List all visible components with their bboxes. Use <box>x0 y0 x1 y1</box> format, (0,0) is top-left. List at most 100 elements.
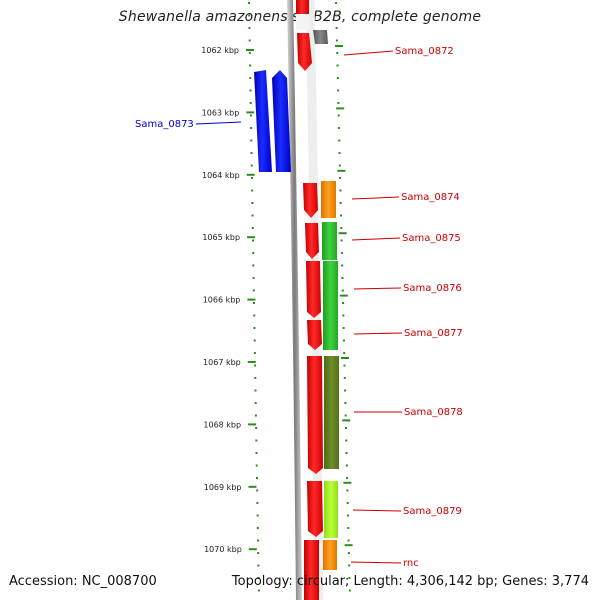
minor-tick-dot-left <box>256 514 259 517</box>
minor-tick-dot-right <box>338 152 341 154</box>
gene-label-sama-0879[interactable]: Sama_0879 <box>403 506 462 517</box>
minor-tick-dot-left <box>249 102 252 104</box>
gene-feature-sama-0879 <box>307 481 323 537</box>
leader-sama-0873 <box>195 121 242 125</box>
gene-label-leaders <box>195 50 403 564</box>
minor-tick-dot-left <box>253 314 256 317</box>
minor-tick-dot-right <box>341 277 344 279</box>
kbp-tick-label: 1064 kbp <box>202 171 240 180</box>
minor-tick-dot-right <box>335 27 338 29</box>
minor-tick-dot-left <box>252 277 255 279</box>
gene-feature-sama-0878 <box>307 356 323 474</box>
minor-tick-dot-right <box>339 177 342 179</box>
minor-tick-dot-left <box>255 464 258 467</box>
minor-tick-dot-right <box>337 102 340 104</box>
gene-feature-sama-0875 <box>305 223 319 259</box>
kbp-tick-label: 1065 kbp <box>202 233 240 242</box>
minor-tick-dot-left <box>251 239 254 242</box>
minor-tick-dot-right <box>345 452 348 454</box>
gene-feature-upstream-gap <box>296 14 309 30</box>
gene-label-sama-0873[interactable]: Sama_0873 <box>135 119 194 130</box>
minor-tick-dot-left <box>250 177 253 179</box>
minor-tick-dot-left <box>248 39 251 42</box>
genome-backbone <box>287 0 302 600</box>
minor-tick-dot-left <box>255 452 258 454</box>
minor-tick-dot-right <box>347 514 350 517</box>
cog-feature-orange-2 <box>323 540 337 570</box>
gene-label-sama-0877[interactable]: Sama_0877 <box>404 328 463 339</box>
kbp-tick-label: 1062 kbp <box>201 46 239 55</box>
minor-tick-dot-right <box>347 552 350 554</box>
minor-tick-dot-left <box>257 589 260 592</box>
minor-tick-dot-right <box>343 352 346 354</box>
minor-tick-dot-left <box>252 264 255 267</box>
minor-tick-dot-left <box>251 189 254 192</box>
minor-tick-dot-left <box>254 389 257 392</box>
minor-tick-dot-left <box>248 27 251 29</box>
minor-tick-dot-left <box>257 564 260 567</box>
minor-tick-dot-left <box>251 214 254 217</box>
gene-label-sama-0875[interactable]: Sama_0875 <box>402 233 461 244</box>
minor-tick-dot-right <box>342 327 345 329</box>
minor-tick-dot-left <box>250 139 253 142</box>
leader-sama-0877 <box>353 332 403 335</box>
minor-tick-dot-left <box>251 227 254 229</box>
minor-tick-dot-right <box>348 577 351 579</box>
gene-label-rnc[interactable]: rnc <box>403 558 419 569</box>
minor-tick-dot-left <box>251 202 254 204</box>
gene-label-sama-0874[interactable]: Sama_0874 <box>401 192 460 203</box>
minor-tick-dot-right <box>343 364 346 367</box>
minor-tick-dot-right <box>341 264 344 267</box>
minor-tick-dot-right <box>344 402 347 404</box>
gene-labels: Sama_0872 Sama_0873 Sama_0874 Sama_0875 … <box>135 46 463 569</box>
minor-tick-dot-left <box>253 339 256 342</box>
minor-tick-dot-left <box>256 527 259 529</box>
minor-tick-dot-right <box>335 14 338 17</box>
gene-feature-sama-0877 <box>307 320 322 350</box>
minor-tick-dot-left <box>252 252 255 254</box>
minor-tick-dot-right <box>346 502 349 504</box>
cog-feature-olive <box>324 356 339 469</box>
kbp-tick-label: 1066 kbp <box>203 296 241 305</box>
minor-tick-dot-right <box>347 539 350 542</box>
minor-tick-dot-left <box>249 64 252 67</box>
minor-tick-dot-right <box>338 139 341 142</box>
minor-tick-dot-right <box>335 2 338 4</box>
minor-tick-dot-right <box>342 314 345 317</box>
minor-tick-dot-right <box>340 227 343 229</box>
minor-tick-dot-right <box>336 77 339 79</box>
gene-label-sama-0872[interactable]: Sama_0872 <box>395 46 454 57</box>
minor-tick-dot-right <box>347 527 350 529</box>
minor-tick-dot-right <box>339 202 342 204</box>
minor-tick-dot-right <box>337 89 340 92</box>
gene-label-sama-0878[interactable]: Sama_0878 <box>404 407 463 418</box>
leader-sama-0876 <box>353 287 402 290</box>
minor-tick-dot-left <box>255 439 258 442</box>
minor-tick-dot-left <box>256 489 259 492</box>
minor-tick-dot-right <box>346 489 349 492</box>
cog-feature-green-1 <box>322 222 337 260</box>
minor-tick-dot-right <box>340 252 343 254</box>
minor-tick-dot-left <box>250 164 253 167</box>
gene-feature-sama-0873-a <box>254 70 272 172</box>
leader-sama-0875 <box>351 237 401 241</box>
gene-feature-upstream <box>296 0 309 14</box>
leader-sama-0879 <box>352 509 402 512</box>
minor-tick-dot-left <box>257 577 260 579</box>
leader-sama-0872 <box>343 50 394 56</box>
minor-tick-dot-left <box>248 52 251 54</box>
cog-feature-green-2 <box>323 261 338 350</box>
leader-rnc <box>350 561 402 564</box>
minor-tick-dot-left <box>253 352 256 354</box>
cog-feature-lime <box>324 481 338 538</box>
gene-label-sama-0876[interactable]: Sama_0876 <box>403 283 462 294</box>
minor-tick-dot-right <box>340 214 343 217</box>
minor-tick-dot-left <box>255 477 258 479</box>
minor-tick-dot-left <box>249 89 252 92</box>
minor-tick-dot-left <box>249 77 252 79</box>
minor-tick-dot-right <box>344 414 347 417</box>
kbp-ruler: 1062 kbp 1063 kbp 1064 kbp 1065 kbp 1066 kbp… <box>201 45 353 554</box>
gene-feature-gray <box>313 30 328 44</box>
minor-tick-dot-left <box>256 502 259 504</box>
